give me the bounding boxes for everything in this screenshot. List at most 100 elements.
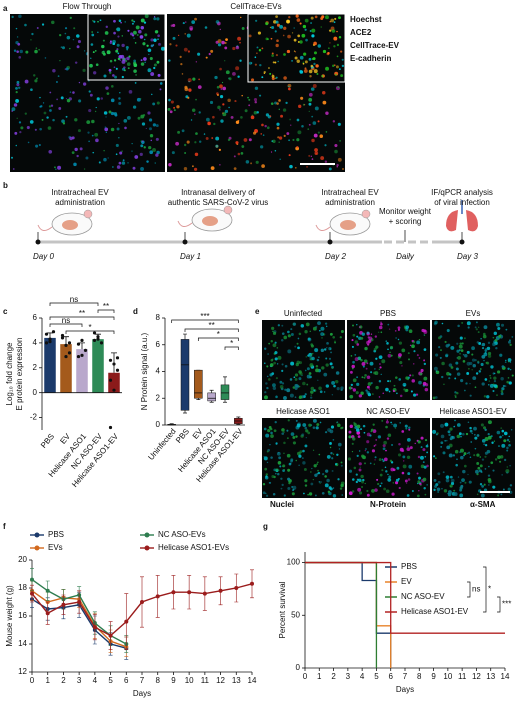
day-label: Day 2	[325, 252, 346, 261]
micrograph-dot	[474, 386, 477, 389]
micrograph-dot	[333, 45, 336, 48]
micrograph-dot	[438, 336, 441, 340]
micrograph-dot	[352, 378, 357, 383]
micrograph-dot	[300, 324, 305, 328]
micrograph-dot	[169, 43, 172, 46]
micrograph-dot	[239, 41, 241, 44]
micrograph-dot	[235, 45, 240, 50]
micrograph-dot	[126, 62, 131, 66]
micrograph-dot	[394, 329, 397, 332]
micrograph-dot	[48, 149, 53, 154]
micrograph-dot	[352, 478, 355, 481]
micrograph-dot	[374, 456, 377, 459]
micrograph-dot	[328, 357, 332, 360]
micrograph-dot	[352, 360, 355, 364]
micrograph-dot	[228, 106, 230, 109]
micrograph-dot	[437, 472, 441, 476]
micrograph-dot	[389, 459, 393, 463]
mouse-organ	[62, 220, 78, 230]
micrograph-dot	[302, 381, 306, 386]
micrograph-dot	[247, 96, 249, 99]
micrograph-dot	[375, 385, 379, 390]
y-tick-label: 12	[18, 667, 27, 676]
micrograph-dot	[453, 489, 456, 492]
legend-label: Nuclei	[270, 500, 294, 509]
micrograph-dot	[473, 426, 477, 431]
x-tick-label: 9	[171, 676, 176, 685]
micrograph-dot	[296, 145, 299, 149]
micrograph-dot	[291, 486, 294, 488]
micrograph-dot	[379, 485, 382, 487]
micrograph-dot	[339, 336, 342, 339]
micrograph-dot	[96, 97, 100, 101]
micrograph-dot	[473, 433, 476, 436]
x-tick-label: 8	[417, 672, 422, 681]
micrograph-dot	[115, 49, 119, 53]
micrograph-dot	[56, 98, 59, 101]
micrograph-dot	[136, 97, 141, 102]
micrograph-dot	[283, 396, 287, 400]
micrograph-dot	[504, 361, 507, 364]
micrograph-dot	[351, 339, 354, 342]
micrograph-dot	[453, 492, 458, 497]
micrograph-dot	[499, 455, 504, 459]
micrograph-dot	[103, 111, 108, 115]
micrograph-dot	[487, 435, 492, 440]
micrograph-dot	[265, 494, 269, 497]
micrograph-dot	[397, 328, 400, 331]
micrograph-dot	[456, 372, 461, 376]
micrograph-dot	[390, 354, 393, 357]
micrograph-dot	[276, 363, 279, 365]
micrograph-dot	[381, 419, 384, 422]
micrograph-dot	[285, 101, 288, 105]
micrograph-dot	[320, 26, 322, 28]
micrograph-dot	[131, 150, 133, 152]
micrograph-dot	[275, 20, 279, 24]
micrograph-dot	[194, 152, 199, 157]
micrograph-dot	[34, 49, 38, 54]
micrograph-dot	[360, 428, 363, 431]
micrograph-dot	[296, 342, 299, 345]
micrograph-dot	[16, 36, 19, 38]
micrograph-dot	[474, 447, 477, 450]
micrograph-dot	[411, 339, 414, 343]
micrograph-dot	[301, 33, 306, 38]
micrograph-dot	[175, 141, 180, 146]
micrograph-dot	[273, 361, 276, 365]
micrograph-dot	[425, 444, 429, 448]
micrograph-dot	[241, 145, 245, 148]
micrograph-dot	[281, 428, 285, 432]
micrograph-dot	[341, 58, 344, 61]
micrograph-dot	[126, 115, 131, 120]
data-point	[60, 333, 65, 338]
micrograph-dot	[102, 39, 105, 42]
micrograph-dot	[192, 77, 196, 81]
micrograph-dot	[468, 453, 471, 455]
micrograph-dot	[148, 118, 153, 122]
micrograph-dot	[469, 394, 472, 397]
micrograph-dot	[313, 464, 317, 468]
micrograph-dot	[69, 136, 73, 141]
micrograph-dot	[461, 321, 464, 324]
micrograph-dot	[387, 380, 390, 383]
micrograph-dot	[233, 167, 237, 171]
micrograph-dot	[297, 346, 300, 350]
micrograph-dot	[302, 457, 304, 459]
micrograph-dot	[350, 383, 354, 387]
micrograph-dot	[406, 455, 411, 460]
micrograph-dot	[357, 435, 361, 438]
micrograph-dot	[361, 362, 366, 366]
micrograph-dot	[261, 47, 264, 50]
micrograph-dot	[423, 359, 426, 362]
micrograph-dot	[481, 347, 485, 350]
micrograph-dot	[388, 475, 392, 479]
micrograph-dot	[489, 377, 492, 379]
micrograph-dot	[179, 55, 182, 59]
micrograph-dot	[97, 31, 99, 33]
micrograph-dot	[308, 372, 312, 375]
micrograph-dot	[281, 483, 284, 487]
y-axis-label: Percent survival	[278, 581, 287, 638]
micrograph-dot	[124, 21, 126, 23]
micrograph-dot	[326, 455, 331, 459]
micrograph-dot	[74, 118, 78, 122]
